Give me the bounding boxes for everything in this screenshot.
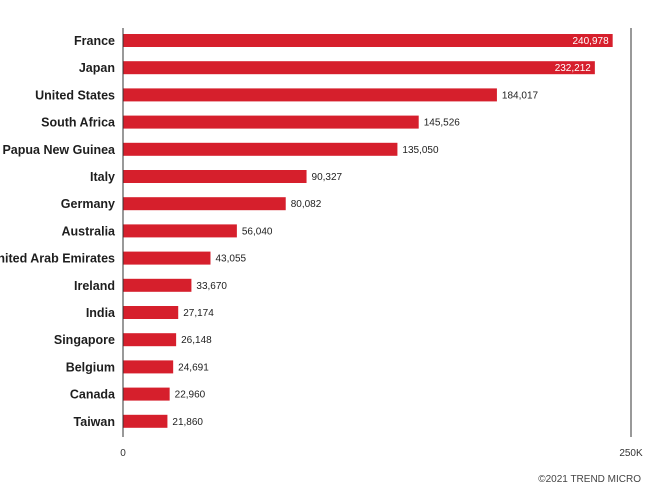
category-label-france: France — [74, 34, 115, 48]
category-label-papua-new-guinea: Papua New Guinea — [2, 143, 116, 157]
bar-south-africa — [123, 115, 419, 129]
bar-united-arab-emirates — [123, 251, 211, 265]
value-label-south-africa: 145,526 — [424, 118, 461, 129]
value-label-united-states: 184,017 — [502, 90, 539, 101]
bar-india — [123, 306, 179, 319]
value-label-taiwan: 21,860 — [172, 417, 203, 428]
value-label-india: 27,174 — [183, 308, 214, 319]
category-label-taiwan: Taiwan — [74, 415, 115, 429]
category-label-india: India — [86, 306, 116, 320]
value-label-ireland: 33,670 — [196, 281, 227, 292]
category-label-canada: Canada — [70, 388, 116, 402]
category-labels: France Japan United States South Africa Papu… — [0, 34, 116, 429]
value-label-belgium: 24,691 — [178, 362, 209, 373]
category-label-united-states: United States — [35, 88, 115, 102]
bar-france — [123, 34, 613, 47]
value-label-france: 240,978 — [573, 36, 610, 47]
value-label-italy: 90,327 — [312, 172, 343, 183]
bars-group — [123, 34, 613, 428]
bar-ireland — [123, 278, 192, 292]
bar-papua-new-guinea — [123, 142, 398, 156]
category-label-japan: Japan — [79, 61, 115, 75]
value-label-united-arab-emirates: 43,055 — [215, 254, 246, 265]
value-label-japan: 232,212 — [555, 63, 592, 74]
bar-australia — [123, 224, 237, 238]
category-label-italy: Italy — [90, 170, 115, 184]
category-label-ireland: Ireland — [74, 279, 115, 293]
value-label-australia: 56,040 — [242, 226, 273, 237]
value-label-canada: 22,960 — [175, 390, 206, 401]
bar-belgium — [123, 360, 174, 374]
category-label-united-arab-emirates: United Arab Emirates — [0, 252, 115, 266]
bar-united-states — [123, 88, 497, 102]
category-label-australia: Australia — [62, 224, 117, 238]
x-tick-label-0: 0 — [120, 448, 126, 459]
value-label-germany: 80,082 — [291, 199, 322, 210]
bar-japan — [123, 61, 595, 75]
value-label-singapore: 26,148 — [181, 335, 212, 346]
x-tick-label-max: 250K — [619, 448, 643, 459]
bar-singapore — [123, 333, 177, 347]
category-label-south-africa: South Africa — [41, 116, 116, 130]
copyright-credit: ©2021 TREND MICRO — [538, 474, 641, 485]
category-label-germany: Germany — [61, 197, 115, 211]
value-label-papua-new-guinea: 135,050 — [402, 145, 439, 156]
category-label-belgium: Belgium — [66, 360, 115, 374]
bar-taiwan — [123, 414, 168, 428]
bar-italy — [123, 170, 307, 183]
category-label-singapore: Singapore — [54, 333, 115, 347]
value-labels: 240,978 232,212 184,017 145,526 135,050 90,32… — [172, 36, 609, 428]
bar-canada — [123, 387, 170, 401]
bar-germany — [123, 197, 286, 211]
